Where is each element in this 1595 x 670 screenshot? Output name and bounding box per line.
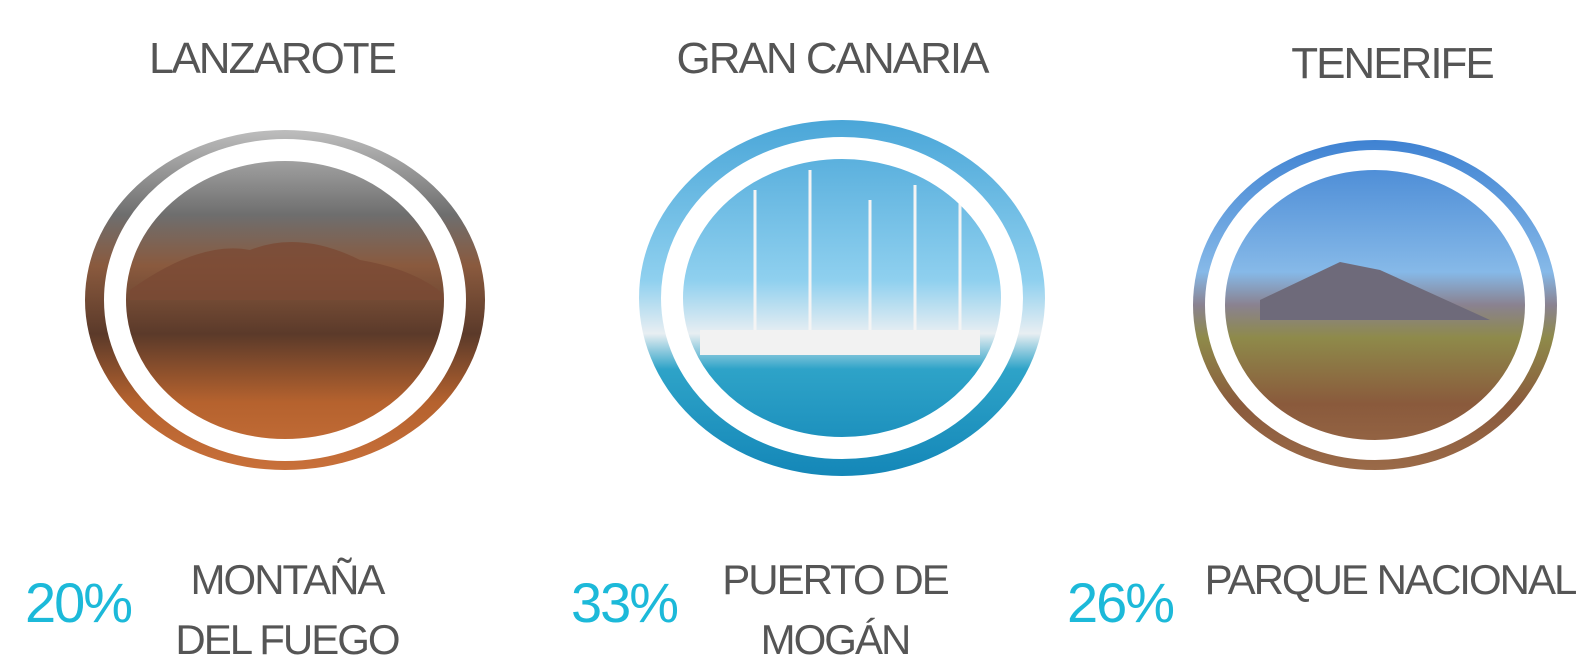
percentage: 33%	[571, 571, 677, 634]
place-name: DEL FUEGO	[175, 616, 398, 663]
place-name: MOGÁN	[761, 616, 910, 663]
place-name: PARQUE NACIONAL	[1205, 556, 1576, 603]
lanzarote-image	[85, 130, 485, 470]
island-title: TENERIFE	[1291, 39, 1493, 88]
place-name: PUERTO DE	[722, 556, 948, 603]
place-name: MONTAÑA	[191, 556, 386, 603]
island-title: GRAN CANARIA	[677, 34, 991, 83]
percentage: 20%	[25, 571, 131, 634]
island-title: LANZAROTE	[149, 34, 396, 83]
percentage: 26%	[1067, 571, 1173, 634]
gran-canaria-image	[639, 120, 1045, 476]
tenerife-image	[1193, 140, 1557, 470]
